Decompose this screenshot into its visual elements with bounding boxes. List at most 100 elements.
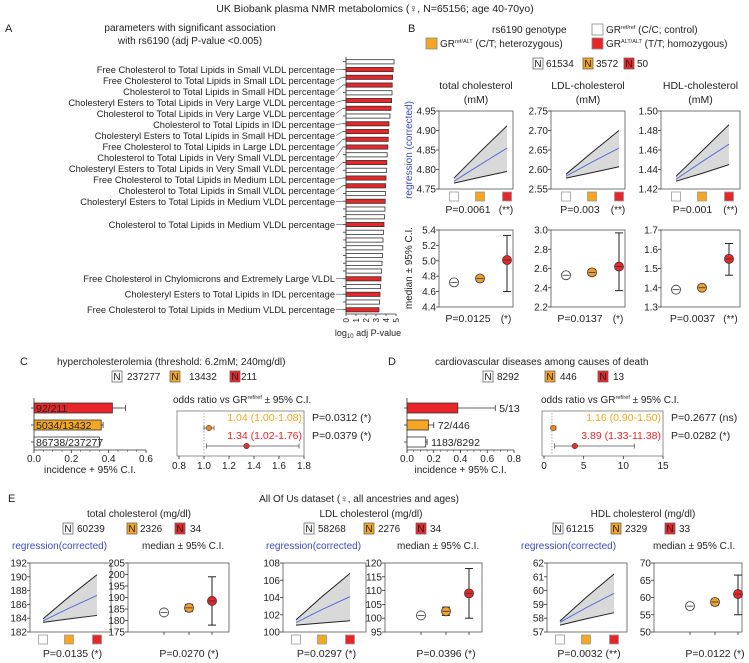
panel-label-d: D bbox=[388, 356, 396, 368]
e-median-plot-y-tick-label: 65 bbox=[640, 576, 652, 587]
e-median-plot-y-tick-label: 105 bbox=[365, 600, 382, 611]
n-badge-letter: N bbox=[546, 372, 553, 383]
n-count: 61534 bbox=[546, 59, 574, 70]
panel-a-bar bbox=[345, 144, 389, 150]
n-badge-letter: N bbox=[584, 59, 591, 70]
odds-title-part: ref/ref bbox=[615, 395, 630, 401]
p-value: P=0.0297 (*) bbox=[297, 648, 356, 660]
b-median-plot-y-tick-label: 1.6 bbox=[644, 245, 658, 256]
b-regression-plot-y-tick-label: 2.60 bbox=[529, 165, 549, 176]
odds-title-part: odds ratio vs GR bbox=[541, 395, 615, 406]
incidence-count-label: 86738/237277 bbox=[36, 437, 103, 449]
e-regression-plot-genotype-marker-hom bbox=[609, 634, 619, 645]
p-value: P=0.0122 (*) bbox=[685, 648, 744, 660]
odds-ratio-point-het bbox=[550, 424, 557, 432]
e-regression-plot-y-tick-label: 61 bbox=[533, 572, 545, 583]
b-median-plot-y-tick-label: 4.8 bbox=[422, 272, 436, 283]
panel-a-bar bbox=[345, 167, 387, 173]
b-regression-plot-lower-bound bbox=[453, 170, 508, 184]
legend-swatch-het bbox=[425, 37, 438, 50]
e-median-plot-y-tick-label: 115 bbox=[366, 572, 382, 583]
n-badge-ref bbox=[111, 370, 123, 383]
b-regression-plot-y-tick-label: 4.80 bbox=[417, 165, 437, 176]
b-median-plot-y-tick-label: 1.4 bbox=[644, 283, 658, 294]
n-count: 2326 bbox=[140, 524, 163, 535]
n-count: 33 bbox=[679, 524, 691, 535]
odds-ratio-point-hom bbox=[571, 442, 578, 450]
panel-a-bar-label: Free Cholesterol to Total Lipids in Larg… bbox=[102, 142, 335, 152]
plot-title: LDL-cholesterol bbox=[551, 80, 625, 92]
b-median-plot-y-tick-label: 5.2 bbox=[422, 241, 436, 252]
odds-x-tick-label: 10 bbox=[618, 461, 630, 472]
n-badge-letter: N bbox=[599, 372, 606, 383]
plot-title: total cholesterol bbox=[439, 80, 513, 92]
b-median-plot-y-tick-label: 5.0 bbox=[422, 256, 436, 267]
panel-label-b: B bbox=[408, 23, 415, 35]
legend-base: GR bbox=[606, 25, 621, 36]
n-badge-letter: N bbox=[666, 524, 673, 535]
e-median-plot-y-tick-label: 55 bbox=[640, 610, 652, 621]
n-badge-het bbox=[582, 57, 594, 70]
b-median-plot-y-tick-label: 1.3 bbox=[644, 303, 658, 314]
incidence-x-tick-label: 0.0 bbox=[400, 454, 414, 465]
panel-a-bar bbox=[345, 284, 381, 290]
legend-title: rs6190 genotype bbox=[492, 25, 567, 36]
b-regression-plot-fit-line bbox=[675, 143, 730, 180]
b-regression-plot-y-tick-label: 1.42 bbox=[639, 185, 659, 196]
group-title: HDL cholesterol (mg/dl) bbox=[591, 509, 696, 520]
b-regression-plot-y-tick-label: 4.90 bbox=[417, 126, 437, 137]
axis-label-part: adj P-value bbox=[354, 328, 402, 338]
p-value: P=0.003 bbox=[560, 204, 600, 216]
b-regression-plot-upper-bound bbox=[453, 125, 508, 179]
e-median-plot-frame bbox=[653, 562, 743, 633]
b-regression-plot-genotype-marker-het bbox=[697, 191, 707, 202]
p-value: P=0.0282 (*) bbox=[671, 430, 730, 442]
p-value: P=0.0379 (*) bbox=[312, 430, 371, 442]
b-median-plot-frame bbox=[660, 229, 741, 308]
panel-a-bar bbox=[345, 245, 384, 251]
p-value: P=0.0037 bbox=[670, 313, 715, 325]
panel-a-bar bbox=[345, 152, 388, 158]
n-badge-letter: N bbox=[231, 372, 238, 383]
e-regression-plot-y-tick-label: 58 bbox=[533, 614, 545, 625]
incidence-x-axis-label: incidence + 95% C.I. bbox=[415, 465, 507, 476]
b-regression-plot-genotype-marker-ref bbox=[449, 191, 459, 202]
e-regression-plot-y-tick-label: 59 bbox=[533, 600, 545, 611]
e-regression-plot-y-tick-label: 57 bbox=[533, 628, 545, 639]
n-badge-hom bbox=[415, 522, 427, 535]
panel-a-bar bbox=[345, 90, 393, 96]
p-value: P=0.0270 (*) bbox=[159, 648, 218, 660]
e-regression-plot-fit-line bbox=[559, 592, 615, 623]
panel-label-a: A bbox=[5, 23, 13, 35]
e-regression-plot-y-tick-label: 104 bbox=[263, 593, 280, 604]
panel-a-bar bbox=[345, 191, 386, 197]
panel-a-bar bbox=[345, 198, 386, 204]
legend-entry-label: GRref/ref (C/C; control) bbox=[606, 25, 698, 36]
b-regression-plot-fit-line bbox=[453, 147, 508, 182]
panel-a-bar bbox=[345, 67, 394, 73]
panel-a-title: with rs6190 (adj P-value <0.005) bbox=[117, 36, 262, 47]
n-badge-ref bbox=[482, 370, 494, 383]
panel-a-label-leader bbox=[335, 107, 344, 114]
n-count: 237277 bbox=[127, 372, 161, 383]
p-value: P=0.2677 (ns) bbox=[671, 412, 737, 424]
n-badge-letter: N bbox=[176, 524, 183, 535]
odds-x-tick-label: 1.2 bbox=[222, 461, 236, 472]
panel-a-x-axis-label: log10 adj P-value bbox=[335, 328, 401, 340]
significance: (**) bbox=[499, 205, 513, 216]
legend-rest: (C/C; control) bbox=[635, 25, 697, 36]
e-regression-plot-genotype-marker-ref bbox=[555, 634, 565, 645]
legend-sup: ref/ALT bbox=[455, 39, 473, 45]
e-regression-plot-lower-bound bbox=[42, 614, 98, 623]
e-regression-plot-y-tick-label: 100 bbox=[263, 628, 280, 639]
e-regression-plot-y-tick-label: 192 bbox=[10, 559, 27, 570]
regression-label: regression(corrected) bbox=[12, 541, 107, 552]
median-y-axis-label: median ± 95% C.I. bbox=[404, 227, 415, 309]
legend-sup: ref/ref bbox=[621, 25, 636, 31]
incidence-count-label: 92/211 bbox=[36, 403, 67, 415]
odds-ratio-frame bbox=[176, 410, 305, 457]
n-count: 2276 bbox=[378, 524, 401, 535]
significance: (*) bbox=[501, 314, 512, 325]
e-regression-plot-y-tick-label: 188 bbox=[10, 586, 27, 597]
n-count: 60239 bbox=[77, 524, 105, 535]
